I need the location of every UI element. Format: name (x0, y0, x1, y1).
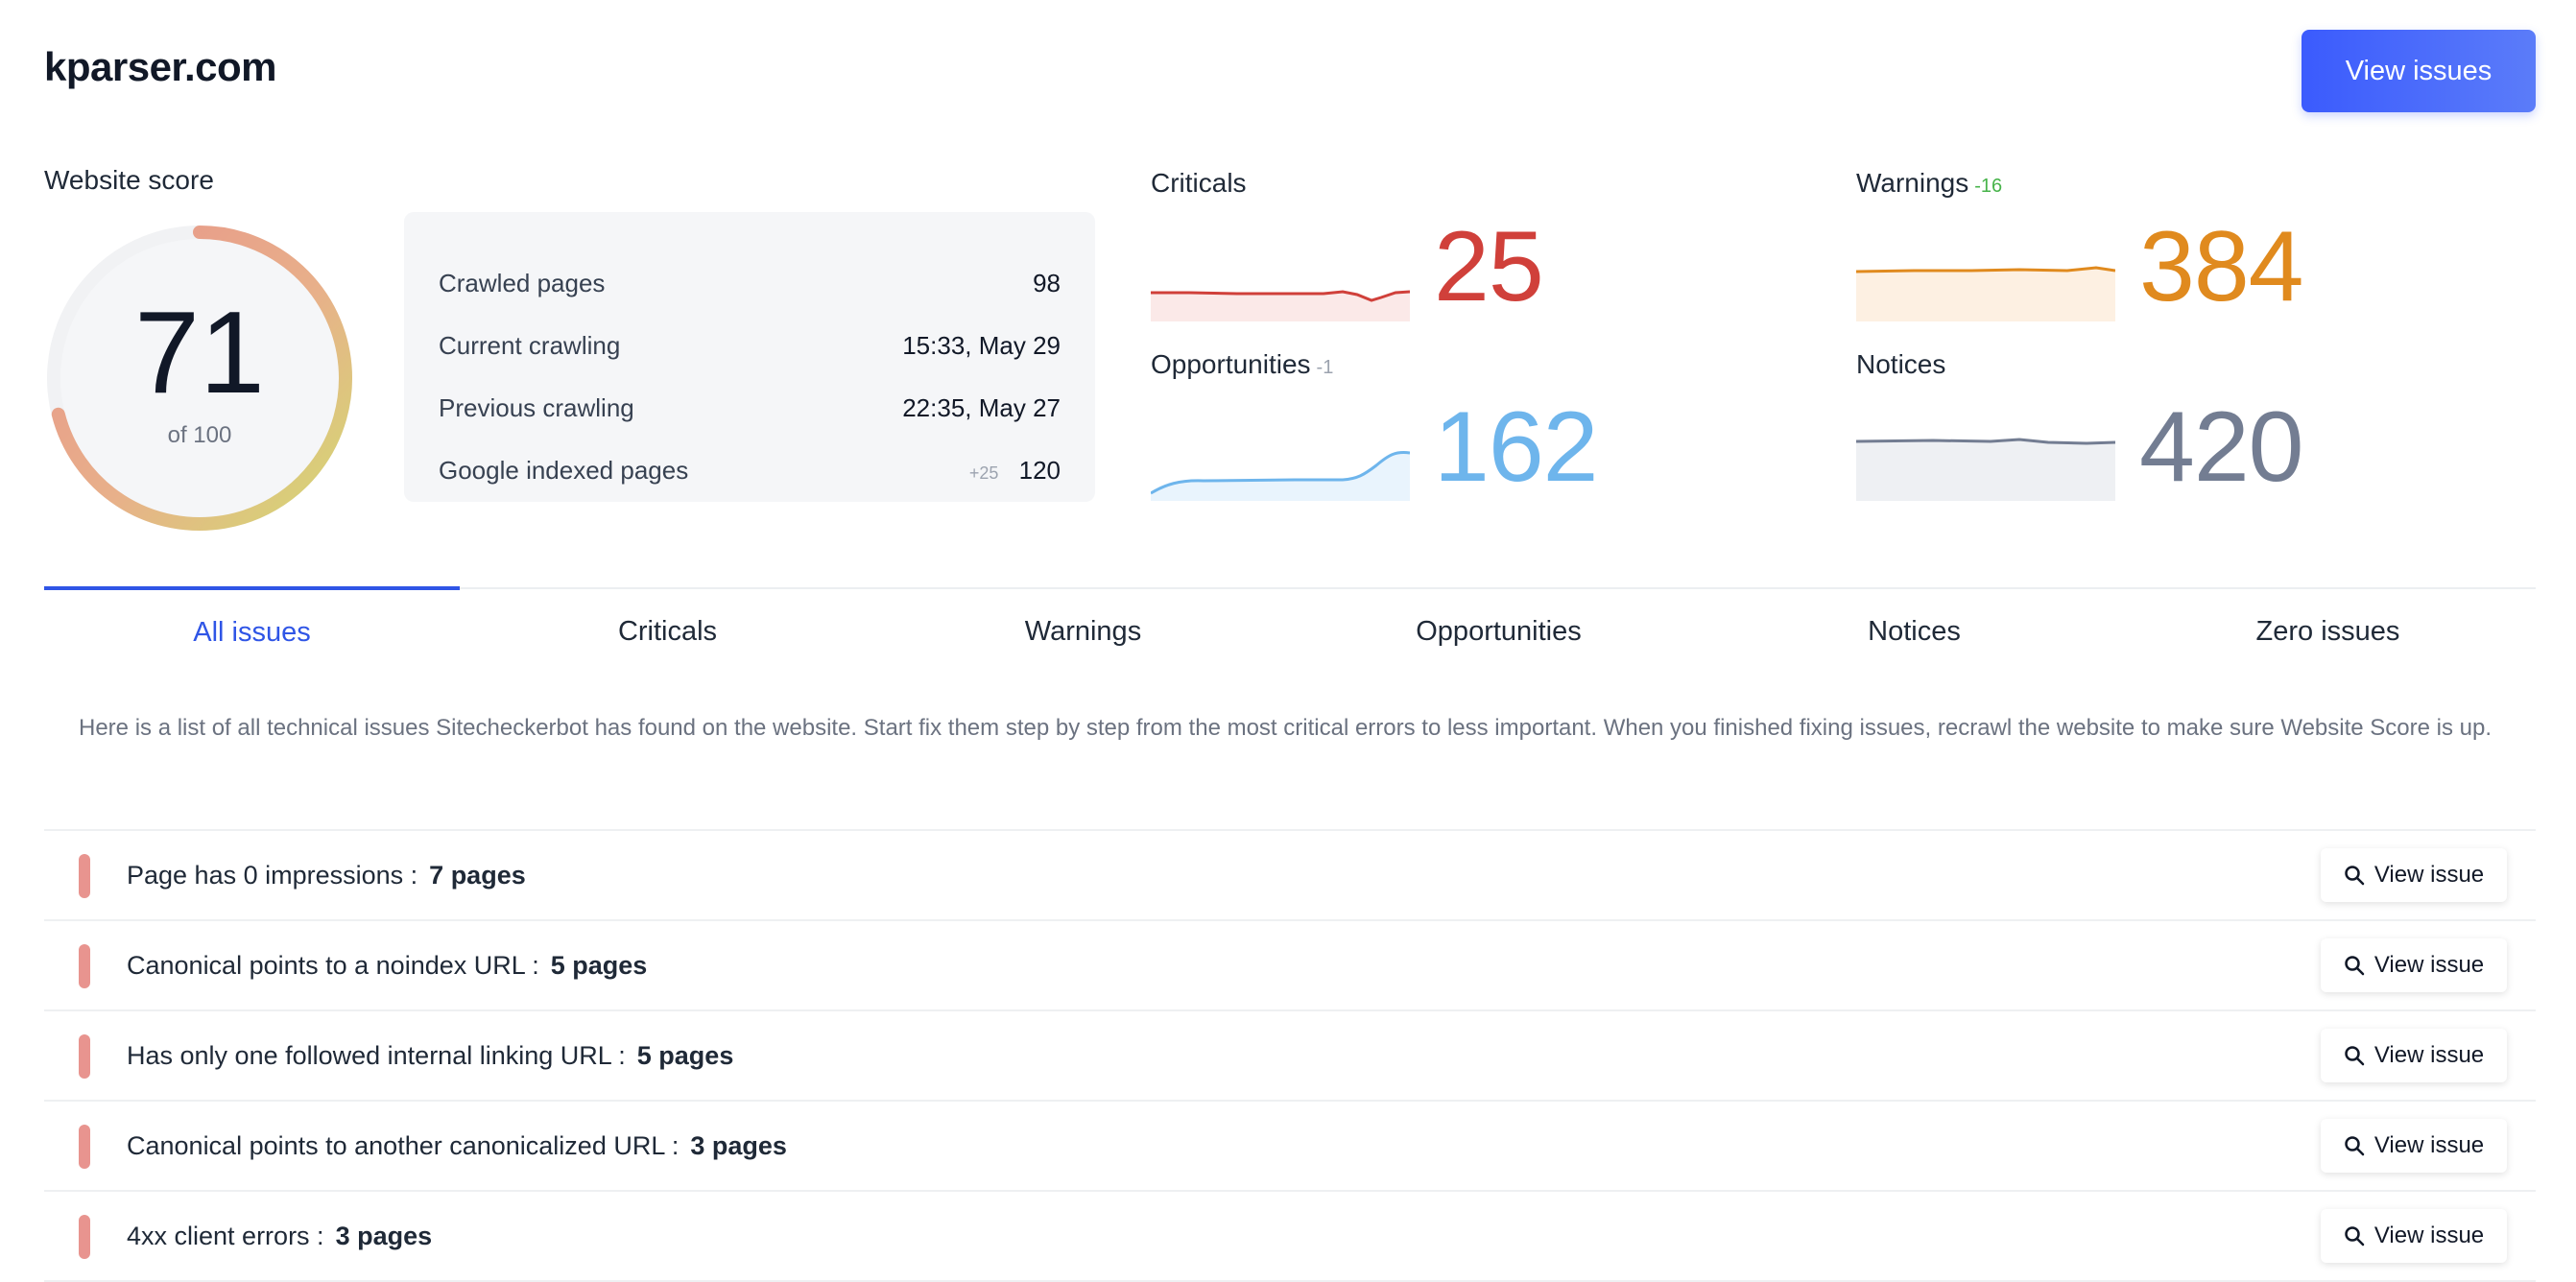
issue-row: Page has 0 impressions : 7 pages View is… (44, 829, 2536, 919)
tab-warnings[interactable]: Warnings (1024, 615, 1142, 647)
criticals-count: 25 (1434, 211, 1544, 322)
notices-title: Notices (1856, 349, 1945, 380)
score-value: 71 (134, 287, 265, 417)
issue-page-count: 7 pages (429, 860, 526, 890)
crawl-info-value: 120 (1018, 455, 1061, 485)
issue-page-count: 3 pages (335, 1221, 433, 1250)
notices-count: 420 (2139, 392, 2304, 503)
criticals-area (1151, 292, 1410, 321)
issue-page-count: 5 pages (636, 1040, 734, 1070)
tab-notices[interactable]: Notices (1868, 615, 1961, 647)
issue-row: Canonical points to another canonicalize… (44, 1100, 2536, 1190)
search-icon (2345, 866, 2365, 886)
criticals-line (1151, 290, 1410, 302)
criticals-title: Criticals (1151, 168, 1247, 199)
view-issues-button[interactable]: View issues (2302, 30, 2536, 112)
issue-title: Has only one followed internal linking U… (127, 1040, 626, 1070)
metric-label: Criticals (1151, 168, 1247, 198)
crawl-info-value: 98 (1033, 268, 1061, 297)
opportunities-count: 162 (1434, 392, 1599, 503)
issue-page-count: 5 pages (550, 950, 648, 980)
view-issue-label: View issue (2373, 1042, 2485, 1068)
crawl-info-value: 15:33, May 29 (902, 330, 1061, 360)
score-ring (47, 226, 352, 531)
metric-label: Opportunities (1151, 349, 1311, 379)
metric-label: Notices (1856, 349, 1946, 379)
notices-line (1856, 438, 2115, 445)
issue-row: 4xx client errors : 3 pages View issue (44, 1190, 2536, 1282)
issue-tabs: All issues Criticals Warnings Opportunit… (44, 586, 2536, 676)
crawl-info-panel: Crawled pages 98 Current crawling 15:33,… (404, 212, 1095, 502)
metric-label: Warnings (1856, 168, 1969, 198)
issue-page-count: 3 pages (690, 1130, 787, 1160)
crawl-info-label: Current crawling (439, 330, 621, 360)
opportunities-line (1151, 451, 1410, 495)
crawl-info-row: Google indexed pages +25 120 (439, 451, 1061, 489)
critical-marker (79, 1034, 90, 1079)
critical-marker (79, 944, 90, 988)
warnings-delta: -16 (1974, 176, 2003, 197)
indexed-pages-delta: +25 (968, 463, 999, 483)
critical-marker (79, 1125, 90, 1169)
site-title: kparser.com (44, 44, 277, 89)
issue-row: Has only one followed internal linking U… (44, 1009, 2536, 1100)
criticals-sparkline (1151, 290, 1410, 321)
opportunities-title: Opportunities -1 (1151, 349, 1333, 380)
view-issue-label: View issue (2373, 1132, 2485, 1158)
search-icon (2345, 1046, 2365, 1066)
view-issue-button[interactable]: View issue (2321, 1029, 2507, 1082)
critical-marker (79, 1215, 90, 1259)
crawl-info-label: Crawled pages (439, 268, 606, 297)
warnings-line (1856, 266, 2115, 273)
critical-marker (79, 854, 90, 898)
view-issue-label: View issue (2373, 1223, 2485, 1248)
search-icon (2345, 956, 2365, 976)
score-scale: of 100 (167, 422, 232, 448)
issue-list: Page has 0 impressions : 7 pages View is… (44, 829, 2536, 1282)
search-icon (2345, 1226, 2365, 1246)
issue-row: Canonical points to a noindex URL : 5 pa… (44, 919, 2536, 1009)
opportunities-area (1151, 452, 1410, 501)
tab-opportunities[interactable]: Opportunities (1416, 615, 1582, 647)
crawl-info-value: 22:35, May 27 (902, 392, 1061, 422)
view-issue-label: View issue (2373, 862, 2485, 888)
view-issue-button[interactable]: View issue (2321, 848, 2507, 902)
notices-area (1856, 439, 2115, 501)
warnings-area (1856, 268, 2115, 321)
issue-title: Canonical points to another canonicalize… (127, 1130, 680, 1160)
search-icon (2345, 1136, 2365, 1156)
notices-sparkline (1856, 438, 2115, 501)
warnings-count: 384 (2139, 211, 2304, 322)
website-score-gauge: 71 of 100 (38, 217, 361, 539)
crawl-info-row: Current crawling 15:33, May 29 (439, 326, 1061, 365)
tab-zero-issues[interactable]: Zero issues (2255, 615, 2400, 647)
crawl-info-row: Crawled pages 98 (439, 264, 1061, 302)
crawl-info-label: Google indexed pages (439, 455, 689, 485)
view-issue-button[interactable]: View issue (2321, 1119, 2507, 1173)
opportunities-delta: -1 (1316, 357, 1334, 378)
issue-title: Canonical points to a noindex URL : (127, 950, 539, 980)
warnings-sparkline (1856, 266, 2115, 321)
opportunities-sparkline (1151, 451, 1410, 501)
warnings-title: Warnings -16 (1856, 168, 2002, 199)
tab-all-issues[interactable]: All issues (44, 586, 460, 675)
issues-description: Here is a list of all technical issues S… (79, 715, 2492, 741)
website-score-label: Website score (44, 165, 214, 195)
crawl-info-row: Previous crawling 22:35, May 27 (439, 389, 1061, 427)
tab-criticals[interactable]: Criticals (617, 615, 718, 647)
view-issue-button[interactable]: View issue (2321, 938, 2507, 992)
view-issue-button[interactable]: View issue (2321, 1209, 2507, 1263)
issue-title: 4xx client errors : (127, 1221, 324, 1250)
crawl-info-label: Previous crawling (439, 392, 634, 422)
issue-title: Page has 0 impressions : (127, 860, 418, 890)
view-issue-label: View issue (2373, 952, 2485, 978)
score-arc (51, 226, 352, 531)
